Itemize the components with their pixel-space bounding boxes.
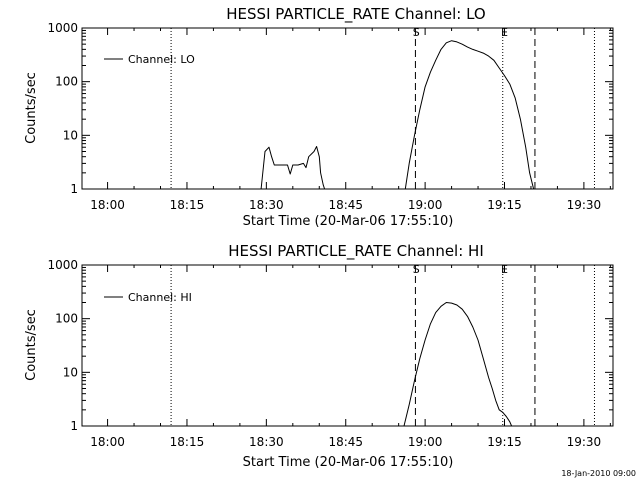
y-tick-label: 1	[70, 419, 78, 433]
x-tick-label: 18:45	[328, 198, 363, 212]
x-tick-label: 18:15	[170, 435, 205, 449]
x-tick-label: 18:30	[249, 435, 284, 449]
y-tick-label: 100	[55, 75, 78, 89]
x-tick-label: 19:15	[487, 435, 522, 449]
x-tick-label: 18:45	[328, 435, 363, 449]
chart-title: HESSI PARTICLE_RATE Channel: HI	[228, 242, 484, 261]
legend: Channel: HI	[104, 291, 192, 304]
y-tick-layer: 1 10 100 1000	[47, 258, 613, 433]
event-marker-e: E	[501, 263, 508, 276]
series-line	[260, 40, 535, 190]
y-axis-label: Counts/sec	[24, 72, 39, 144]
x-tick-label: 19:00	[408, 435, 443, 449]
x-tick-label: 19:30	[567, 435, 602, 449]
vline-layer	[170, 28, 595, 189]
y-tick-label: 10	[63, 365, 78, 379]
x-tick-label: 18:00	[90, 435, 125, 449]
chart-panel-hi: HESSI PARTICLE_RATE Channel: HI 18:00 18:…	[24, 242, 614, 470]
y-tick-label: 1000	[47, 21, 78, 35]
y-tick-label: 100	[55, 312, 78, 326]
vline-layer	[170, 265, 595, 426]
x-axis-label: Start Time (20-Mar-06 17:55:10)	[243, 214, 454, 229]
y-axis-label: Counts/sec	[24, 309, 39, 381]
plot-frame	[81, 264, 614, 427]
series-line	[403, 302, 513, 427]
y-tick-label: 10	[63, 128, 78, 142]
event-marker-s: S	[413, 26, 420, 39]
chart-title: HESSI PARTICLE_RATE Channel: LO	[226, 5, 485, 24]
timestamp-footer: 18-Jan-2010 09:00	[561, 469, 636, 478]
x-tick-layer: 18:00 18:15 18:30 18:45 19:00 19:15 19:30	[90, 265, 611, 449]
x-tick-label: 18:15	[170, 198, 205, 212]
series-layer	[260, 40, 535, 190]
event-marker-s: S	[413, 263, 420, 276]
series-layer	[403, 302, 513, 427]
legend-entry: Channel: LO	[128, 53, 195, 66]
x-tick-label: 19:15	[487, 198, 522, 212]
x-tick-label: 18:00	[90, 198, 125, 212]
legend: Channel: LO	[104, 53, 195, 66]
legend-entry: Channel: HI	[128, 291, 192, 304]
chart-panel-lo: HESSI PARTICLE_RATE Channel: LO 18:00 18:…	[24, 5, 614, 229]
x-axis-label: Start Time (20-Mar-06 17:55:10)	[243, 455, 454, 470]
y-tick-label: 1	[70, 182, 78, 196]
x-tick-label: 19:00	[408, 198, 443, 212]
y-tick-layer: 1 10 100 1000	[47, 21, 613, 196]
event-marker-e: E	[501, 26, 508, 39]
x-tick-label: 19:30	[567, 198, 602, 212]
y-tick-label: 1000	[47, 258, 78, 272]
x-tick-label: 18:30	[249, 198, 284, 212]
x-tick-layer: 18:00 18:15 18:30 18:45 19:00 19:15 19:30	[90, 28, 611, 212]
